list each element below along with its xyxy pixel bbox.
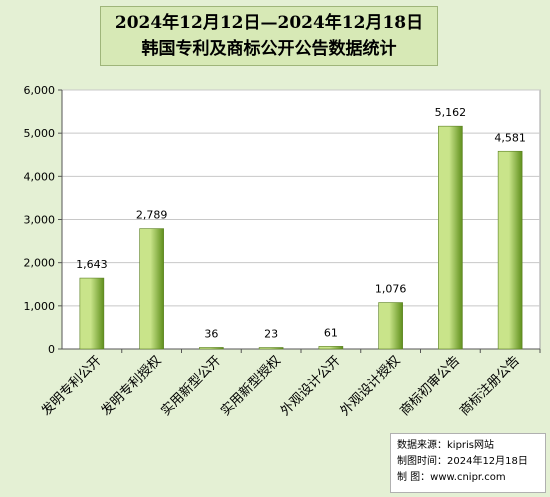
chart-title-line2: 韩国专利及商标公开公告数据统计 bbox=[101, 36, 437, 62]
x-category-label: 商标注册公告 bbox=[457, 353, 523, 419]
y-tick-label: 2,000 bbox=[24, 257, 56, 270]
source-line-maker: 制 图：www.cnipr.com bbox=[397, 470, 545, 486]
bar bbox=[498, 151, 522, 349]
data-label: 5,162 bbox=[435, 106, 467, 119]
bar bbox=[140, 229, 164, 349]
source-line-date: 制图时间：2024年12月18日 bbox=[397, 454, 545, 470]
data-label: 4,581 bbox=[494, 131, 526, 144]
data-label: 23 bbox=[264, 328, 278, 341]
y-tick-label: 5,000 bbox=[24, 127, 56, 140]
bar bbox=[379, 303, 403, 349]
y-tick-label: 1,000 bbox=[24, 300, 56, 313]
data-label: 1,643 bbox=[76, 258, 108, 271]
y-tick-label: 3,000 bbox=[24, 214, 56, 227]
bar bbox=[199, 347, 223, 349]
x-category-label: 商标初审公告 bbox=[397, 353, 463, 419]
x-category-label: 实用新型公开 bbox=[158, 353, 224, 419]
x-category-label: 发明专利授权 bbox=[98, 353, 164, 419]
data-label: 2,789 bbox=[136, 209, 168, 222]
y-tick-label: 0 bbox=[48, 343, 55, 356]
bar bbox=[438, 126, 462, 349]
data-label: 61 bbox=[324, 326, 338, 339]
chart-title-box: 2024年12月12日—2024年12月18日 韩国专利及商标公开公告数据统计 bbox=[100, 6, 438, 66]
x-category-label: 外观设计公开 bbox=[278, 353, 344, 419]
y-tick-label: 6,000 bbox=[24, 84, 56, 97]
source-line-data: 数据来源：kipris网站 bbox=[397, 438, 545, 454]
bar bbox=[80, 278, 104, 349]
bar bbox=[319, 346, 343, 349]
y-tick-label: 4,000 bbox=[24, 170, 56, 183]
x-category-label: 外观设计授权 bbox=[337, 353, 403, 419]
data-label: 1,076 bbox=[375, 283, 407, 296]
chart-title-line1: 2024年12月12日—2024年12月18日 bbox=[101, 10, 437, 36]
x-category-label: 发明专利公开 bbox=[38, 353, 104, 419]
bar bbox=[259, 348, 283, 350]
x-category-label: 实用新型授权 bbox=[217, 353, 283, 419]
data-label: 36 bbox=[204, 327, 218, 340]
source-note: 数据来源：kipris网站 制图时间：2024年12月18日 制 图：www.c… bbox=[390, 433, 546, 493]
